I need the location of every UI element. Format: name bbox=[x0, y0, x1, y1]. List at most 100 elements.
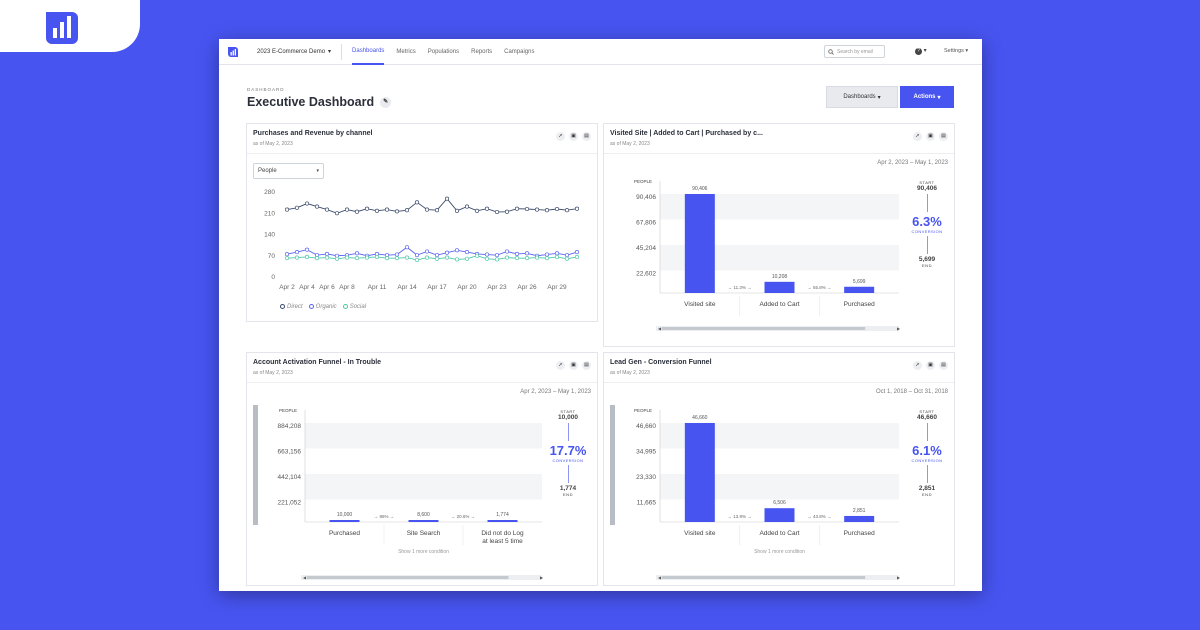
bar-value-label: 46,660 bbox=[692, 415, 708, 421]
chevron-down-icon: ▾ bbox=[328, 49, 332, 55]
legend-label: Social bbox=[349, 304, 367, 311]
y-tick-label: 34,995 bbox=[636, 449, 656, 456]
y-axis-label: PEOPLE bbox=[634, 408, 652, 413]
nav-populations[interactable]: Populations bbox=[427, 48, 460, 55]
card-title: Lead Gen - Conversion Funnel bbox=[610, 359, 712, 366]
funnel-bar bbox=[844, 515, 875, 522]
data-point bbox=[574, 254, 580, 260]
series-line-social bbox=[286, 255, 578, 261]
data-point bbox=[534, 255, 540, 260]
start-value: 10,000 bbox=[558, 414, 578, 421]
bar-value-label: 6,506 bbox=[773, 500, 786, 506]
project-selector[interactable]: 2023 E-Commerce Demo ▾ bbox=[257, 48, 332, 56]
data-point bbox=[554, 251, 560, 256]
trash-icon[interactable]: ▤ bbox=[582, 361, 591, 370]
search-icon bbox=[828, 48, 834, 55]
divider bbox=[341, 43, 343, 60]
data-point bbox=[414, 257, 420, 263]
data-point bbox=[364, 206, 370, 211]
grid-band bbox=[305, 423, 542, 449]
category-label: Visited site bbox=[684, 530, 716, 537]
data-point bbox=[434, 256, 440, 261]
data-point bbox=[444, 196, 450, 201]
category-label: Purchased bbox=[844, 530, 875, 537]
metric-select[interactable]: People ▾ bbox=[253, 163, 324, 179]
data-point bbox=[344, 255, 350, 260]
card-actions: ➚ ▣ ▤ bbox=[913, 361, 948, 370]
actions-button[interactable]: Actions ▾ bbox=[900, 86, 954, 108]
funnel-bar bbox=[684, 194, 715, 293]
card-divider bbox=[604, 382, 954, 383]
conversion-label: CONVERSION bbox=[911, 458, 943, 463]
chevron-down-icon: ▾ bbox=[937, 94, 941, 101]
trash-icon[interactable]: ▤ bbox=[939, 361, 948, 370]
data-point bbox=[334, 211, 340, 216]
data-point bbox=[494, 257, 500, 262]
category-label: Added to Cart bbox=[759, 530, 799, 537]
horizontal-scrollbar-thumb bbox=[662, 327, 866, 330]
legend-direct[interactable]: Direct bbox=[280, 304, 303, 310]
card-divider bbox=[247, 153, 597, 154]
y-tick-label: 884,208 bbox=[278, 423, 302, 430]
legend-organic[interactable]: Organic bbox=[308, 304, 337, 310]
data-point bbox=[354, 256, 360, 261]
line-chart: 0 70 140 210 280 Apr 2 Apr 4 Apr 6 Apr 8 Apr 11 Ap… bbox=[264, 189, 580, 291]
card-actions: ➚ ▣ ▤ bbox=[913, 132, 948, 141]
expand-icon[interactable]: ➚ bbox=[913, 361, 922, 370]
settings-menu[interactable]: Settings ▾ bbox=[944, 48, 968, 54]
end-label: END bbox=[563, 492, 573, 497]
arrow-down-icon bbox=[926, 236, 928, 254]
card-purchases-revenue: Purchases and Revenue by channel as of M… bbox=[246, 123, 598, 322]
data-point bbox=[284, 252, 290, 257]
edit-pencil-icon[interactable]: ✎ bbox=[380, 96, 392, 108]
breadcrumb: DASHBOARD bbox=[247, 87, 285, 92]
data-point bbox=[364, 255, 370, 260]
copy-icon[interactable]: ▣ bbox=[569, 361, 578, 370]
top-nav: 2023 E-Commerce Demo ▾ Dashboards Metric… bbox=[219, 39, 982, 65]
search-placeholder: Search by email bbox=[837, 48, 873, 55]
data-point bbox=[414, 200, 420, 205]
nav-dashboards[interactable]: Dashboards bbox=[352, 39, 385, 65]
conversion-rate: 6.1% bbox=[912, 443, 942, 458]
copy-icon[interactable]: ▣ bbox=[926, 132, 935, 141]
trash-icon[interactable]: ▤ bbox=[582, 132, 591, 141]
data-point bbox=[284, 256, 290, 261]
page-title: Executive Dashboard bbox=[247, 95, 375, 109]
data-point bbox=[294, 255, 300, 260]
data-point bbox=[534, 207, 540, 212]
nav-reports[interactable]: Reports bbox=[471, 48, 493, 55]
bar-chart-logo-icon bbox=[46, 12, 78, 44]
search-input[interactable]: Search by email bbox=[824, 45, 885, 58]
chevron-down-icon: ▾ bbox=[877, 94, 881, 101]
bar-value-label: 2,851 bbox=[853, 508, 866, 514]
copy-icon[interactable]: ▣ bbox=[926, 361, 935, 370]
x-tick-label: Apr 6 bbox=[319, 284, 335, 291]
trash-icon[interactable]: ▤ bbox=[939, 132, 948, 141]
data-point bbox=[404, 245, 410, 250]
scroll-left-icon: ◀ bbox=[303, 575, 307, 580]
help-menu[interactable]: ? ▾ bbox=[915, 47, 927, 55]
nav-metrics[interactable]: Metrics bbox=[396, 48, 416, 55]
funnel-bar bbox=[684, 423, 715, 522]
expand-icon[interactable]: ➚ bbox=[913, 132, 922, 141]
data-point bbox=[494, 209, 500, 215]
chevron-down-icon: ▾ bbox=[923, 48, 927, 54]
x-tick-label: Apr 29 bbox=[547, 284, 567, 291]
data-point bbox=[384, 207, 390, 212]
app-logo-icon[interactable] bbox=[227, 46, 239, 58]
category-label: at least 5 time bbox=[482, 538, 523, 545]
data-point bbox=[484, 206, 490, 211]
funnel-stats: START 10,000 17.7% CONVERSION 1,774 END bbox=[545, 409, 591, 497]
expand-icon[interactable]: ➚ bbox=[556, 361, 565, 370]
data-point bbox=[344, 207, 350, 212]
y-tick-label: 210 bbox=[264, 210, 275, 217]
expand-icon[interactable]: ➚ bbox=[556, 132, 565, 141]
nav-campaigns[interactable]: Campaigns bbox=[504, 48, 535, 55]
data-point bbox=[454, 208, 460, 213]
data-point bbox=[464, 204, 470, 209]
card-subtitle: as of May 2, 2023 bbox=[253, 141, 293, 147]
y-tick-label: 442,104 bbox=[278, 474, 302, 481]
copy-icon[interactable]: ▣ bbox=[569, 132, 578, 141]
legend-social[interactable]: Social bbox=[342, 304, 367, 311]
dashboards-button[interactable]: Dashboards ▾ bbox=[826, 86, 898, 108]
